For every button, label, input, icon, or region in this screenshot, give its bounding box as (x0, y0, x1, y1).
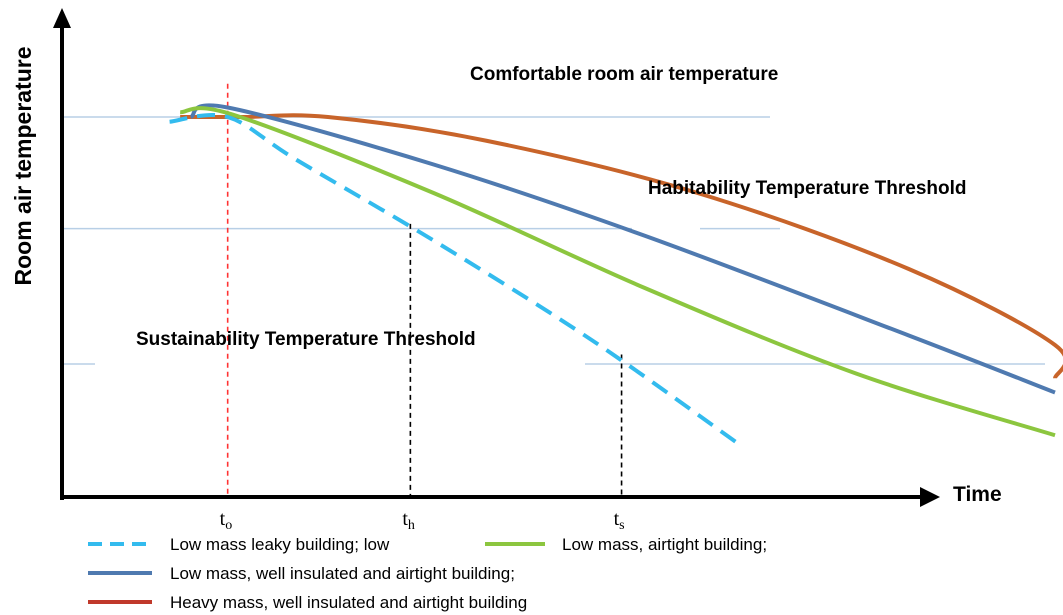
y-axis-label: Room air temperature (10, 46, 36, 285)
series-line-0 (170, 115, 740, 445)
legend-label-low-mass-insulated: Low mass, well insulated and airtight bu… (170, 564, 515, 583)
marker-label-t-h: th (402, 508, 415, 533)
marker-label-t-s: ts (614, 508, 625, 533)
y-axis-arrow-icon (53, 8, 71, 28)
time-marker-labels: to th ts (220, 508, 625, 533)
legend-label-low-mass-leaky: Low mass leaky building; low (170, 535, 390, 554)
series-lines (170, 105, 1063, 444)
legend-label-heavy-mass: Heavy mass, well insulated and airtight … (170, 593, 527, 612)
series-line-1 (180, 108, 1055, 435)
threshold-label-sustainability: Sustainability Temperature Threshold (136, 329, 476, 350)
x-axis-arrow-icon (920, 487, 940, 507)
threshold-label-habitability: Habitability Temperature Threshold (648, 178, 966, 199)
threshold-label-comfortable: Comfortable room air temperature (470, 64, 778, 85)
marker-label-t-o: to (220, 508, 233, 533)
legend: Low mass leaky building; low Low mass, a… (88, 535, 767, 612)
legend-label-low-mass-airtight: Low mass, airtight building; (562, 535, 767, 554)
time-markers (228, 84, 622, 497)
x-axis-label: Time (953, 483, 1002, 506)
